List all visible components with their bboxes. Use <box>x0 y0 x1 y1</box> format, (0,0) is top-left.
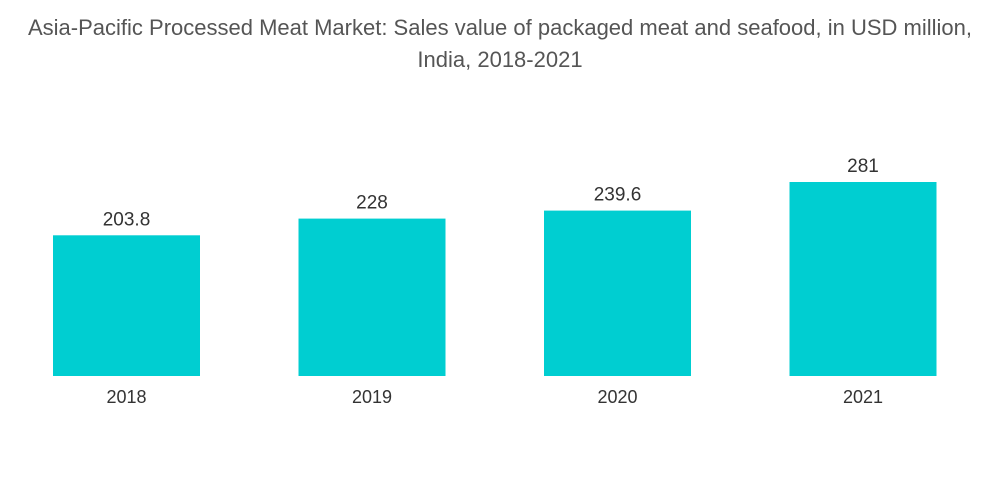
value-label-2020: 239.6 <box>594 185 642 206</box>
bar-2021 <box>789 182 937 376</box>
x-tick-label-2018: 2018 <box>106 387 146 407</box>
labels-layer: 203.8 2018 228 2019 239.6 2020 281 2021 <box>103 156 883 407</box>
value-label-2018: 203.8 <box>103 209 151 230</box>
bar-2019 <box>298 218 446 376</box>
bar-2020 <box>544 210 691 376</box>
bars-layer <box>53 182 937 376</box>
chart-title: Asia-Pacific Processed Meat Market: Sale… <box>27 15 972 72</box>
value-label-2021: 281 <box>847 156 879 177</box>
x-tick-label-2021: 2021 <box>843 387 883 407</box>
bar-2018 <box>53 235 200 376</box>
x-tick-label-2020: 2020 <box>597 387 637 407</box>
value-label-2019: 228 <box>356 193 388 214</box>
x-tick-label-2019: 2019 <box>352 387 392 407</box>
